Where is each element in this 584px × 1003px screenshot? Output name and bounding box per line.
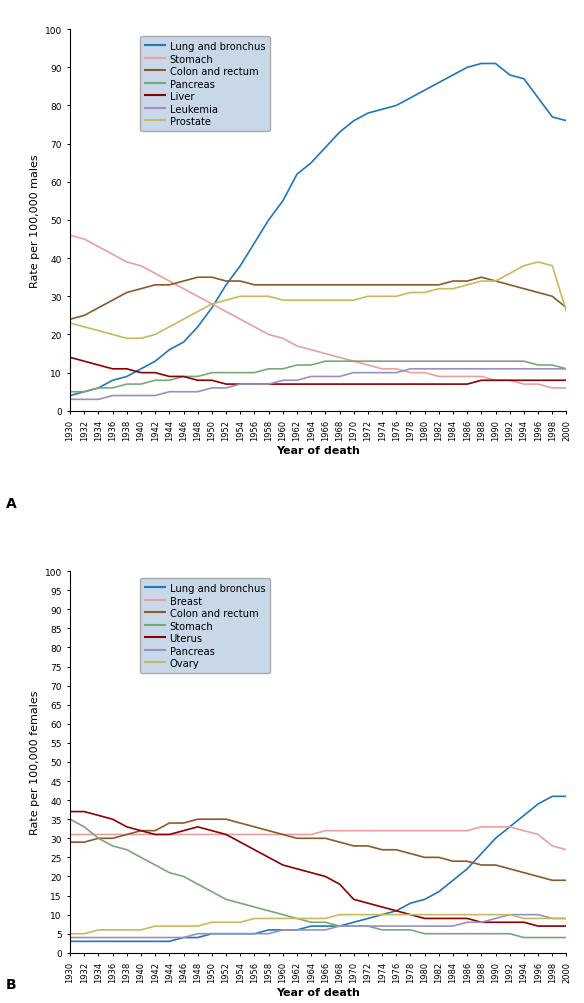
Legend: Lung and bronchus, Breast, Colon and rectum, Stomach, Uterus, Pancreas, Ovary: Lung and bronchus, Breast, Colon and rec… (140, 579, 270, 673)
X-axis label: Year of death: Year of death (276, 987, 360, 997)
Y-axis label: Rate per 100,000 males: Rate per 100,000 males (30, 154, 40, 288)
Legend: Lung and bronchus, Stomach, Colon and rectum, Pancreas, Liver, Leukemia, Prostat: Lung and bronchus, Stomach, Colon and re… (140, 37, 270, 132)
X-axis label: Year of death: Year of death (276, 445, 360, 455)
Text: B: B (6, 977, 16, 991)
Text: A: A (6, 496, 16, 511)
Y-axis label: Rate per 100,000 females: Rate per 100,000 females (30, 690, 40, 834)
